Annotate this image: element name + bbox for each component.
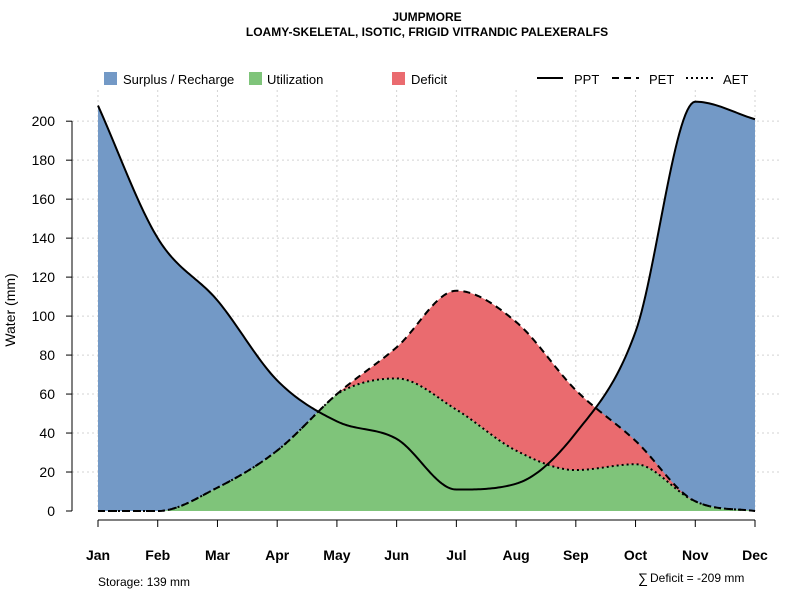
series-lines: [97, 100, 756, 512]
x-tick-label: Apr: [265, 547, 290, 563]
legend-label-utilization: Utilization: [267, 72, 323, 87]
y-axis-label: Water (mm): [2, 273, 18, 346]
y-tick-label: 60: [39, 386, 55, 402]
legend-label-pet: PET: [649, 72, 674, 87]
utilization-area: [98, 378, 755, 511]
x-tick-label: Feb: [145, 547, 170, 563]
y-tick-label: 140: [32, 230, 56, 246]
storage-annotation: Storage: 139 mm: [98, 575, 190, 589]
deficit-sum-symbol: ∑: [638, 570, 648, 586]
legend-swatch-surplus: [104, 72, 117, 85]
legend-label-ppt: PPT: [574, 72, 599, 87]
x-tick-label: Mar: [205, 547, 230, 563]
legend: Surplus / Recharge Utilization Deficit P…: [104, 72, 748, 87]
legend-swatch-utilization: [249, 72, 262, 85]
ppt-line: [97, 100, 756, 491]
y-tick-label: 0: [47, 503, 55, 519]
x-tick-label: Nov: [682, 547, 709, 563]
x-tick-label: Dec: [742, 547, 768, 563]
y-tick-label: 40: [39, 425, 55, 441]
legend-label-aet: AET: [723, 72, 748, 87]
area-fills: [98, 101, 755, 511]
legend-swatch-deficit: [392, 72, 405, 85]
y-tick-label: 180: [32, 152, 56, 168]
x-tick-label: Jan: [86, 547, 110, 563]
y-tick-label: 100: [32, 308, 56, 324]
chart-subtitle: LOAMY-SKELETAL, ISOTIC, FRIGID VITRANDIC…: [246, 25, 608, 39]
legend-label-deficit: Deficit: [411, 72, 448, 87]
chart-title: JUMPMORE: [392, 10, 461, 24]
deficit-annotation: Deficit = -209 mm: [650, 571, 744, 585]
deficit-area: [98, 290, 755, 511]
surplus-area: [98, 101, 755, 511]
x-tick-label: Jun: [384, 547, 409, 563]
aet-line: [98, 377, 756, 512]
x-tick-label: Oct: [624, 547, 648, 563]
x-tick-label: May: [323, 547, 350, 563]
y-tick-label: 120: [32, 269, 56, 285]
x-tick-label: Sep: [563, 547, 589, 563]
pet-line: [98, 289, 756, 512]
x-tick-label: Jul: [446, 547, 466, 563]
legend-label-surplus: Surplus / Recharge: [123, 72, 234, 87]
axes: 0 20 40 60 80 100 120 140 160 180 200 Jan Feb Mar Apr M…: [32, 113, 768, 563]
y-tick-label: 200: [32, 113, 56, 129]
y-tick-label: 160: [32, 191, 56, 207]
x-tick-label: Aug: [502, 547, 529, 563]
y-tick-label: 20: [39, 464, 55, 480]
y-tick-label: 80: [39, 347, 55, 363]
